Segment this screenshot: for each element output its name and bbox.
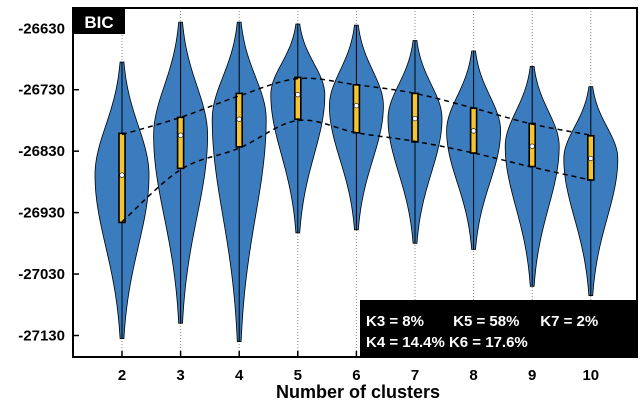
y-axis: -26630 -26730 -26830 -26930 -27030 -27130 [18, 20, 79, 344]
y-tick-label-2: -26830 [18, 143, 65, 160]
median-7 [412, 115, 418, 122]
median-8 [471, 128, 477, 134]
iqr-box-6 [352, 84, 361, 134]
trend-lines [121, 77, 591, 223]
iqr-box-5 [293, 76, 302, 121]
x-tick-label-4: 4 [235, 367, 244, 384]
violins [94, 21, 619, 343]
annotation-box [360, 300, 638, 357]
x-tick-label-2: 2 [118, 367, 126, 384]
median-4 [236, 116, 242, 122]
x-tick-label-8: 8 [469, 367, 477, 384]
chart-title: BIC [84, 13, 113, 32]
x-axis: 2 3 4 5 6 7 8 9 10 [118, 351, 599, 384]
y-tick-label-5: -27130 [18, 327, 65, 344]
x-tick-label-7: 7 [411, 367, 419, 384]
x-axis-title: Number of clusters [276, 382, 440, 402]
y-tick-label-1: -26730 [18, 82, 65, 99]
trend-line-lower [121, 119, 591, 223]
iqr-box-3 [176, 116, 185, 170]
violin-9 [504, 65, 560, 287]
median-10 [588, 155, 594, 162]
median-5 [295, 92, 301, 98]
median-3 [178, 132, 184, 138]
annotation-line-1: K3 = 8% K5 = 58% K7 = 2% [366, 313, 598, 330]
bic-label-box [73, 8, 125, 34]
violin-5 [270, 23, 326, 234]
x-tick-label-5: 5 [294, 367, 302, 384]
violin-10 [563, 86, 619, 296]
y-tick-label-0: -26630 [18, 20, 65, 37]
annotation-line-2: K4 = 14.4% K6 = 17.6% [366, 334, 528, 351]
trend-line-upper [121, 77, 591, 136]
violin-3 [153, 21, 208, 324]
x-tick-label-9: 9 [528, 367, 536, 384]
y-tick-label-3: -26930 [18, 205, 65, 222]
iqr-box-2 [118, 132, 126, 224]
x-tick-label-3: 3 [176, 367, 184, 384]
median-2 [119, 172, 125, 178]
median-6 [353, 103, 360, 109]
y-tick-label-4: -27030 [18, 266, 65, 283]
plot-frame [72, 7, 638, 358]
violin-8 [446, 50, 502, 250]
x-tick-label-6: 6 [352, 367, 360, 384]
x-tick-label-10: 10 [582, 367, 599, 384]
median-9 [529, 143, 535, 149]
violin-4 [211, 21, 267, 343]
violin-2 [94, 61, 150, 339]
